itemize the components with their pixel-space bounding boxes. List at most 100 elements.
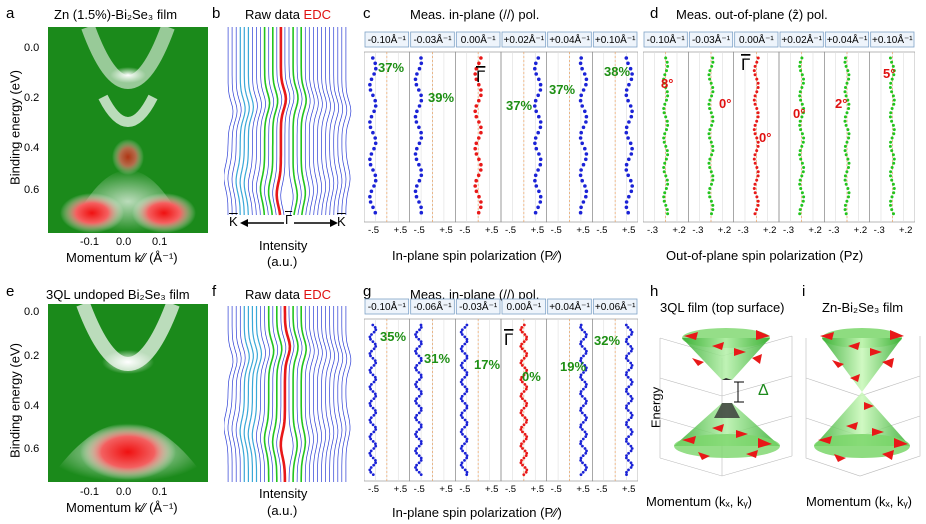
column-header-box (501, 31, 547, 48)
data-point (583, 430, 587, 434)
data-point (625, 440, 628, 443)
data-point (461, 399, 464, 403)
data-point (519, 328, 523, 332)
panel-e-ytick: 0.4 (24, 400, 40, 412)
data-point (415, 463, 418, 467)
data-point (524, 421, 528, 424)
data-point (802, 107, 806, 110)
data-point (584, 157, 588, 162)
data-point (846, 69, 850, 73)
data-point (578, 61, 583, 66)
data-point (419, 459, 423, 462)
data-point (800, 115, 804, 119)
data-point (465, 387, 469, 391)
data-point (415, 430, 419, 434)
data-point (415, 435, 418, 438)
edc-curve (239, 306, 250, 482)
data-point (843, 144, 847, 148)
data-point (711, 90, 715, 94)
data-point (843, 203, 847, 207)
data-point (371, 440, 375, 443)
data-point (802, 195, 806, 199)
column-header-label: -0.03Å⁻¹ (459, 300, 498, 313)
data-point (373, 61, 377, 66)
axis-tick: +.5 (439, 225, 452, 234)
data-point (418, 361, 421, 365)
data-point (465, 354, 469, 358)
data-point (372, 146, 376, 151)
dirac-cone-gapped (659, 328, 793, 477)
data-point (461, 383, 464, 386)
data-point (417, 141, 422, 146)
panel-a-xtick: -0.1 (80, 236, 99, 248)
data-point (519, 345, 523, 348)
data-point (524, 470, 528, 474)
data-point (892, 161, 896, 165)
data-point (581, 428, 584, 431)
data-point (585, 349, 588, 353)
data-point (753, 161, 757, 165)
data-point (579, 56, 583, 60)
data-point (474, 178, 478, 183)
data-point (800, 203, 804, 207)
column-header-label: 0.00Å⁻¹ (506, 300, 541, 313)
data-point (520, 347, 524, 351)
data-point (798, 123, 802, 127)
data-point (523, 449, 527, 453)
data-point (626, 392, 630, 396)
data-point (708, 98, 712, 102)
data-point (519, 361, 523, 365)
data-point (465, 473, 469, 476)
data-point (753, 123, 757, 127)
data-point (519, 394, 523, 398)
data-point (624, 340, 628, 343)
data-point (627, 418, 631, 422)
column-header-label: +0.10Å⁻¹ (872, 33, 913, 46)
data-point (662, 166, 666, 169)
data-point (473, 184, 477, 188)
data-point (460, 461, 464, 465)
data-point (629, 416, 633, 419)
data-point (368, 402, 372, 405)
data-point (755, 77, 759, 81)
data-point (373, 342, 377, 346)
data-point (664, 203, 668, 207)
data-point (630, 430, 634, 434)
data-point (479, 130, 483, 135)
data-point (579, 323, 583, 327)
data-point (662, 111, 666, 115)
panel-label-d: d (650, 5, 659, 22)
data-point (520, 330, 524, 334)
edc-curve (263, 306, 275, 482)
data-point (756, 203, 760, 207)
data-point (419, 342, 423, 346)
data-point (664, 187, 668, 190)
column-header-box (688, 31, 734, 48)
data-point (477, 120, 481, 124)
data-point (581, 162, 586, 167)
data-point (663, 191, 667, 195)
data-point (799, 69, 803, 73)
data-point (584, 402, 588, 405)
data-point (417, 387, 421, 391)
data-point (579, 392, 582, 396)
data-point (892, 102, 896, 106)
data-point (369, 470, 373, 474)
data-point (626, 210, 630, 215)
data-point (580, 394, 584, 398)
data-point (711, 174, 715, 178)
data-point (368, 368, 372, 372)
data-point (374, 444, 378, 448)
data-point (708, 128, 712, 132)
data-point (417, 470, 421, 474)
polarization-value-label: 0° (759, 130, 771, 145)
edc-curve (224, 306, 234, 482)
data-point (664, 115, 668, 119)
data-point (413, 189, 418, 194)
data-point (417, 66, 422, 71)
panel-f-title: Raw data EDC (245, 287, 331, 302)
data-point (368, 194, 372, 199)
data-point (474, 77, 479, 82)
polarization-value-label: 2° (835, 96, 847, 111)
column-header-box (364, 31, 410, 48)
